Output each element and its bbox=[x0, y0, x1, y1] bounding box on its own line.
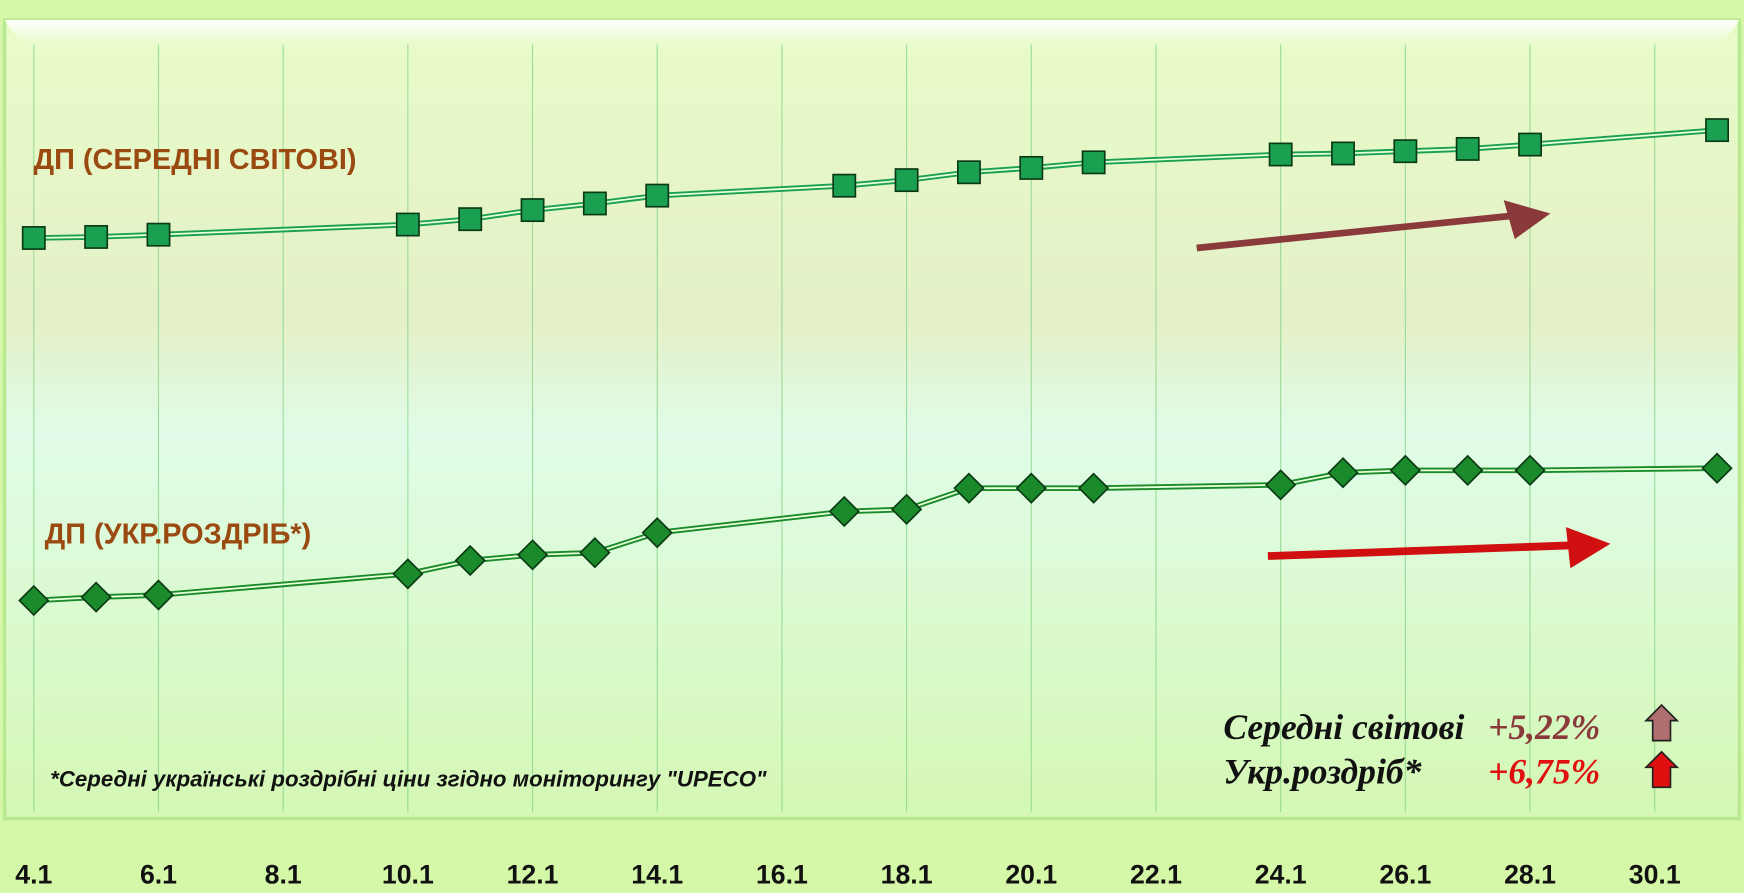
x-tick-label: 6.1 bbox=[140, 859, 177, 889]
marker bbox=[890, 493, 923, 525]
up-icon bbox=[1643, 750, 1680, 789]
frame-bevel bbox=[4, 20, 1740, 45]
marker bbox=[1019, 155, 1044, 180]
x-tick-label: 30.1 bbox=[1629, 859, 1681, 889]
marker bbox=[1705, 118, 1730, 143]
marker bbox=[894, 168, 919, 193]
marker bbox=[520, 198, 545, 223]
trend-arrow bbox=[1267, 527, 1611, 569]
marker bbox=[1514, 454, 1546, 486]
marker bbox=[392, 558, 424, 590]
marker bbox=[645, 183, 670, 208]
marker bbox=[1389, 454, 1421, 486]
x-tick-label: 22.1 bbox=[1130, 859, 1182, 889]
x-tick-label: 28.1 bbox=[1504, 859, 1556, 889]
summary-label: Середні світові bbox=[1223, 707, 1464, 747]
marker bbox=[1081, 150, 1106, 175]
marker bbox=[641, 517, 673, 549]
marker bbox=[1327, 457, 1359, 489]
marker bbox=[1265, 469, 1297, 501]
x-tick-label: 18.1 bbox=[881, 859, 933, 889]
summary-change: +5,22% bbox=[1488, 707, 1600, 747]
marker bbox=[146, 222, 171, 247]
x-tick-label: 26.1 bbox=[1379, 859, 1431, 889]
marker bbox=[80, 581, 112, 613]
marker bbox=[828, 495, 860, 528]
marker bbox=[1393, 139, 1418, 164]
marker bbox=[516, 539, 549, 571]
marker bbox=[395, 212, 420, 237]
marker bbox=[1331, 141, 1355, 166]
x-tick-label: 14.1 bbox=[631, 859, 683, 889]
footnote: *Середні українські роздрібні ціни згідн… bbox=[50, 767, 767, 792]
x-tick-label: 8.1 bbox=[265, 859, 302, 889]
marker bbox=[454, 544, 486, 577]
series-label: ДП (УКР.РОЗДРІБ*) bbox=[45, 519, 312, 551]
marker bbox=[1015, 472, 1047, 504]
marker bbox=[582, 191, 607, 216]
summary-label: Укр.роздріб* bbox=[1223, 751, 1421, 791]
marker bbox=[18, 584, 50, 617]
x-tick-label: 20.1 bbox=[1005, 859, 1057, 889]
x-tick-label: 10.1 bbox=[382, 859, 434, 889]
series-label: ДП (СЕРЕДНІ СВІТОВІ) bbox=[33, 144, 356, 176]
marker bbox=[1455, 136, 1480, 161]
summary-change: +6,75% bbox=[1488, 751, 1600, 791]
marker bbox=[1701, 452, 1733, 484]
trend-arrow bbox=[1196, 200, 1551, 252]
marker bbox=[1452, 454, 1484, 486]
x-tick-label: 12.1 bbox=[507, 859, 559, 889]
marker bbox=[1077, 472, 1110, 504]
x-tick-label: 4.1 bbox=[15, 859, 52, 889]
marker bbox=[142, 579, 175, 611]
marker bbox=[579, 537, 611, 569]
x-tick-label: 16.1 bbox=[756, 859, 808, 889]
marker bbox=[1268, 142, 1293, 167]
marker bbox=[458, 207, 483, 232]
marker bbox=[1518, 132, 1542, 157]
marker bbox=[832, 173, 857, 198]
marker bbox=[21, 226, 46, 250]
marker bbox=[953, 472, 985, 504]
marker bbox=[84, 224, 109, 249]
x-tick-label: 24.1 bbox=[1255, 859, 1307, 889]
up-icon bbox=[1643, 703, 1680, 742]
marker bbox=[956, 160, 981, 185]
plot-area bbox=[2, 18, 1742, 821]
